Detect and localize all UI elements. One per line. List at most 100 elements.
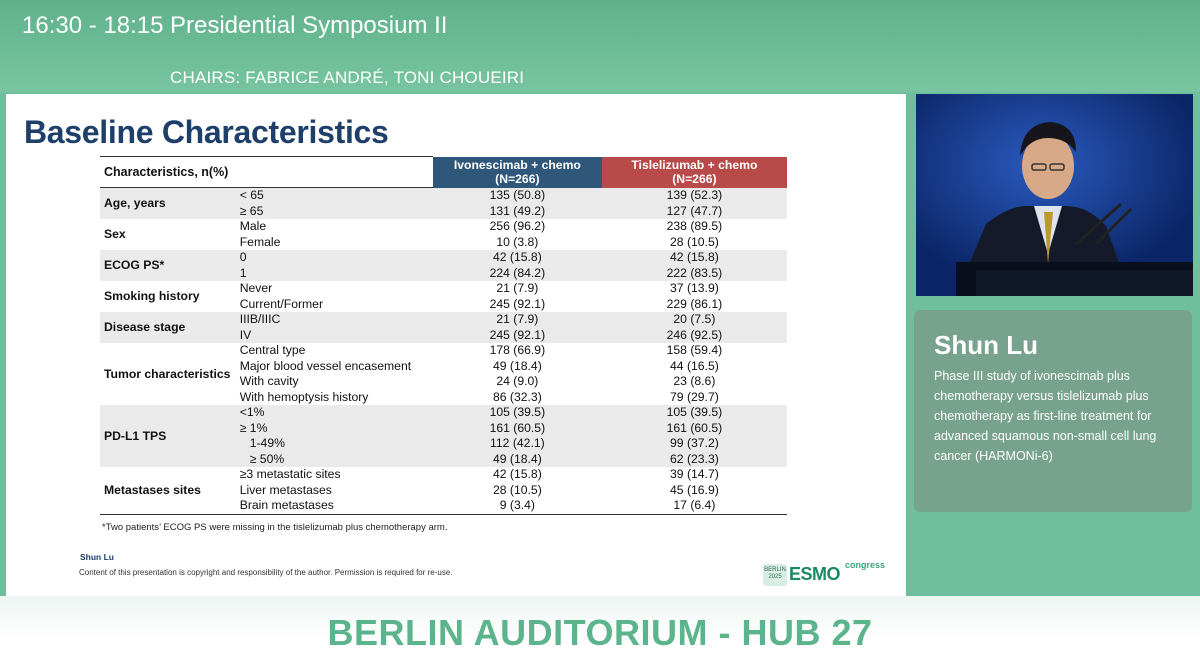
table-row: Tumor characteristics Central type 178 (66… bbox=[100, 343, 787, 381]
table-row: Disease stage IIIB/IIIC 21 (7.9) 20 (7.5) bbox=[100, 312, 787, 343]
row-subcategory: Liver metastases bbox=[239, 482, 332, 497]
row-category: PD-L1 TPS bbox=[100, 405, 236, 467]
row-subcategory: ≥3 metastatic sites bbox=[239, 467, 341, 481]
venue-label: BERLIN AUDITORIUM - HUB 27 bbox=[327, 612, 873, 653]
value-tislelizumab: 39 (14.7) bbox=[670, 467, 719, 481]
table-body: Age, years < 65 135 (50.8) 139 (52.3) ≥ 65 13… bbox=[100, 187, 787, 515]
logo-brand: ESMO bbox=[789, 564, 841, 584]
value-ivonescimab: 49 (18.4) bbox=[432, 451, 602, 467]
arm2-n: (N=266) bbox=[672, 172, 717, 186]
value-ivonescimab: 42 (15.8) bbox=[432, 250, 602, 266]
value-tislelizumab: 17 (6.4) bbox=[601, 498, 787, 515]
row-subcategory: With hemoptysis history bbox=[239, 389, 369, 404]
row-category: Sex bbox=[104, 227, 126, 241]
value-tislelizumab: 62 (23.3) bbox=[601, 451, 787, 467]
value-ivonescimab: 112 (42.1) bbox=[432, 436, 602, 452]
slide-title: Baseline Characteristics bbox=[24, 114, 389, 150]
value-tislelizumab: 45 (16.9) bbox=[670, 482, 719, 497]
row-category: Metastases sites bbox=[100, 467, 236, 515]
value-ivonescimab: 256 (96.2) bbox=[489, 219, 546, 233]
value-tislelizumab: 105 (39.5) bbox=[601, 405, 787, 421]
table-row: ≥ 65 131 (49.2) 127 (47.7) bbox=[100, 203, 787, 219]
value-tislelizumab: 37 (13.9) bbox=[670, 281, 719, 295]
value-tislelizumab: 139 (52.3) bbox=[601, 187, 787, 204]
speaker-video-image bbox=[916, 94, 1193, 296]
value-tislelizumab: 99 (37.2) bbox=[601, 436, 787, 452]
speaker-info-card: Shun Lu Phase III study of ivonescimab p… bbox=[914, 310, 1192, 512]
row-subcategory: 1-49% bbox=[235, 436, 433, 452]
footer-bar bbox=[0, 596, 1200, 672]
session-time: 16:30 - 18:15 bbox=[22, 12, 164, 39]
header-tislelizumab-arm: Tislelizumab + chemo (N=266) bbox=[601, 156, 787, 188]
row-category: Disease stage bbox=[100, 312, 236, 343]
value-ivonescimab: 86 (32.3) bbox=[492, 389, 542, 404]
value-ivonescimab: 28 (10.5) bbox=[492, 482, 542, 497]
table-row: Current/Former 245 (92.1) 229 (86.1) bbox=[100, 297, 787, 313]
talk-description: Phase III study of ivonescimab plus chem… bbox=[934, 369, 1157, 463]
presentation-slide: Baseline Characteristics Characteristics… bbox=[6, 94, 906, 596]
value-ivonescimab: 49 (18.4) bbox=[492, 358, 542, 373]
row-subcategory: Male bbox=[239, 219, 267, 233]
value-ivonescimab: 224 (84.2) bbox=[432, 265, 602, 281]
arm2-label: Tislelizumab + chemo bbox=[631, 158, 758, 172]
arm1-label: Ivonescimab + chemo bbox=[453, 158, 581, 172]
table-row: With cavity 24 (9.0) 23 (8.6) bbox=[100, 374, 787, 390]
table-header-row: Characteristics, n(%) Ivonescimab + chem… bbox=[100, 156, 787, 188]
logo-suffix: congress bbox=[845, 560, 886, 570]
table-row: ≥ 50% 49 (18.4) 62 (23.3) bbox=[100, 451, 787, 467]
row-subcategory: ≥ 65 bbox=[235, 203, 433, 219]
value-tislelizumab: 28 (10.5) bbox=[670, 234, 719, 249]
logo-badge: BERLIN 2025 bbox=[763, 564, 787, 586]
table-row: Age, years < 65 135 (50.8) 139 (52.3) bbox=[100, 187, 787, 219]
row-subcategory: IIIB/IIIC bbox=[235, 312, 433, 328]
value-tislelizumab: 42 (15.8) bbox=[601, 250, 787, 266]
table-row: Sex Male 256 (96.2) 238 (89.5) bbox=[100, 219, 787, 241]
row-subcategory: ≥ 50% bbox=[235, 451, 433, 467]
value-ivonescimab: 245 (92.1) bbox=[489, 296, 546, 311]
arm1-n: (N=266) bbox=[495, 172, 540, 186]
row-category: Smoking history bbox=[104, 289, 200, 303]
table-row: Female 10 (3.8) 28 (10.5) bbox=[100, 235, 787, 251]
value-tislelizumab: 127 (47.7) bbox=[601, 203, 787, 219]
value-tislelizumab: 238 (89.5) bbox=[666, 219, 723, 233]
header-bar bbox=[0, 0, 1200, 92]
value-tislelizumab: 246 (92.5) bbox=[601, 327, 787, 343]
table-row: Smoking history Never 21 (7.9) 37 (13.9) bbox=[100, 281, 787, 303]
baseline-table-container: Characteristics, n(%) Ivonescimab + chem… bbox=[100, 156, 787, 515]
value-tislelizumab: 229 (86.1) bbox=[666, 296, 723, 311]
row-subcategory: < 65 bbox=[235, 187, 433, 204]
slide-presenter-name: Shun Lu bbox=[80, 552, 114, 562]
esmo-congress-logo: BERLIN 2025 ESMO congress bbox=[761, 556, 901, 590]
row-subcategory: 1 bbox=[235, 265, 433, 281]
table-row: Metastases sites ≥3 metastatic sites 42 (1… bbox=[100, 467, 787, 515]
row-category: Age, years bbox=[100, 187, 236, 219]
row-subcategory: Never bbox=[239, 281, 273, 295]
row-subcategory: 0 bbox=[235, 250, 433, 266]
value-ivonescimab: 161 (60.5) bbox=[432, 420, 602, 436]
value-ivonescimab: 42 (15.8) bbox=[492, 467, 542, 481]
table-row: 1-49% 112 (42.1) 99 (37.2) bbox=[100, 436, 787, 452]
speaker-video bbox=[916, 94, 1193, 296]
session-chairs: CHAIRS: FABRICE ANDRÉ, TONI CHOUEIRI bbox=[170, 68, 525, 87]
row-subcategory: IV bbox=[235, 327, 433, 343]
value-tislelizumab: 23 (8.6) bbox=[673, 374, 716, 388]
value-tislelizumab: 79 (29.7) bbox=[670, 389, 719, 404]
row-subcategory: Brain metastases bbox=[235, 498, 433, 515]
row-subcategory: Major blood vessel encasement bbox=[239, 358, 412, 373]
baseline-characteristics-table: Characteristics, n(%) Ivonescimab + chem… bbox=[100, 156, 787, 515]
value-ivonescimab: 10 (3.8) bbox=[496, 234, 539, 249]
value-tislelizumab: 158 (59.4) bbox=[666, 343, 723, 357]
value-ivonescimab: 105 (39.5) bbox=[432, 405, 602, 421]
table-row: IV 245 (92.1) 246 (92.5) bbox=[100, 327, 787, 343]
value-ivonescimab: 24 (9.0) bbox=[496, 374, 539, 388]
value-ivonescimab: 9 (3.4) bbox=[432, 498, 602, 515]
slide-copyright: Content of this presentation is copyrigh… bbox=[79, 568, 453, 577]
table-row: PD-L1 TPS <1% 105 (39.5) 105 (39.5) bbox=[100, 405, 787, 467]
value-ivonescimab: 245 (92.1) bbox=[432, 327, 602, 343]
value-tislelizumab: 161 (60.5) bbox=[601, 420, 787, 436]
row-subcategory: With cavity bbox=[239, 374, 299, 388]
row-subcategory: <1% bbox=[235, 405, 433, 421]
row-subcategory: ≥ 1% bbox=[235, 420, 433, 436]
value-ivonescimab: 131 (49.2) bbox=[432, 203, 602, 219]
table-row: Liver metastases 28 (10.5) 45 (16.9) bbox=[100, 483, 787, 499]
